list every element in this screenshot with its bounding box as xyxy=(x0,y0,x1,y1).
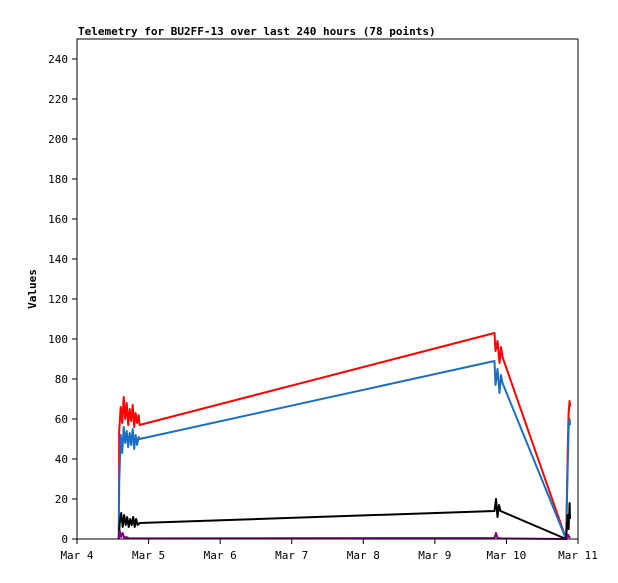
plot-frame xyxy=(76,38,579,540)
x-tick-label: Mar 10 xyxy=(487,549,527,562)
y-tick-label: 0 xyxy=(61,533,68,546)
y-tick-label: 60 xyxy=(55,413,68,426)
y-tick-label: 220 xyxy=(48,93,68,106)
y-tick-label: 140 xyxy=(48,253,68,266)
y-tick-label: 20 xyxy=(55,493,68,506)
x-tick-label: Mar 5 xyxy=(132,549,165,562)
x-axis-ticks: Mar 4 Mar 5 Mar 6 Mar 7 Mar 8 Mar 9 Mar 10 Mar … xyxy=(60,539,598,562)
y-tick-label: 40 xyxy=(55,453,68,466)
y-tick-label: 180 xyxy=(48,173,68,186)
y-tick-label: 80 xyxy=(55,373,68,386)
y-tick-label: 120 xyxy=(48,293,68,306)
y-tick-label: 240 xyxy=(48,53,68,66)
x-tick-label: Mar 9 xyxy=(418,549,451,562)
y-axis-label: Values xyxy=(26,269,39,309)
x-tick-label: Mar 11 xyxy=(558,549,598,562)
y-axis-ticks: 0 20 40 60 80 100 120 140 160 180 200 220 240 xyxy=(48,53,77,546)
x-tick-label: Mar 8 xyxy=(347,549,380,562)
y-tick-label: 100 xyxy=(48,333,68,346)
x-tick-label: Mar 6 xyxy=(204,549,237,562)
chart-title: Telemetry for BU2FF-13 over last 240 hou… xyxy=(78,25,436,38)
series-line-2 xyxy=(117,360,571,540)
x-tick-label: Mar 4 xyxy=(60,549,93,562)
y-tick-label: 160 xyxy=(48,213,68,226)
series-line-1 xyxy=(117,332,571,540)
y-tick-label: 200 xyxy=(48,133,68,146)
x-tick-label: Mar 7 xyxy=(275,549,308,562)
